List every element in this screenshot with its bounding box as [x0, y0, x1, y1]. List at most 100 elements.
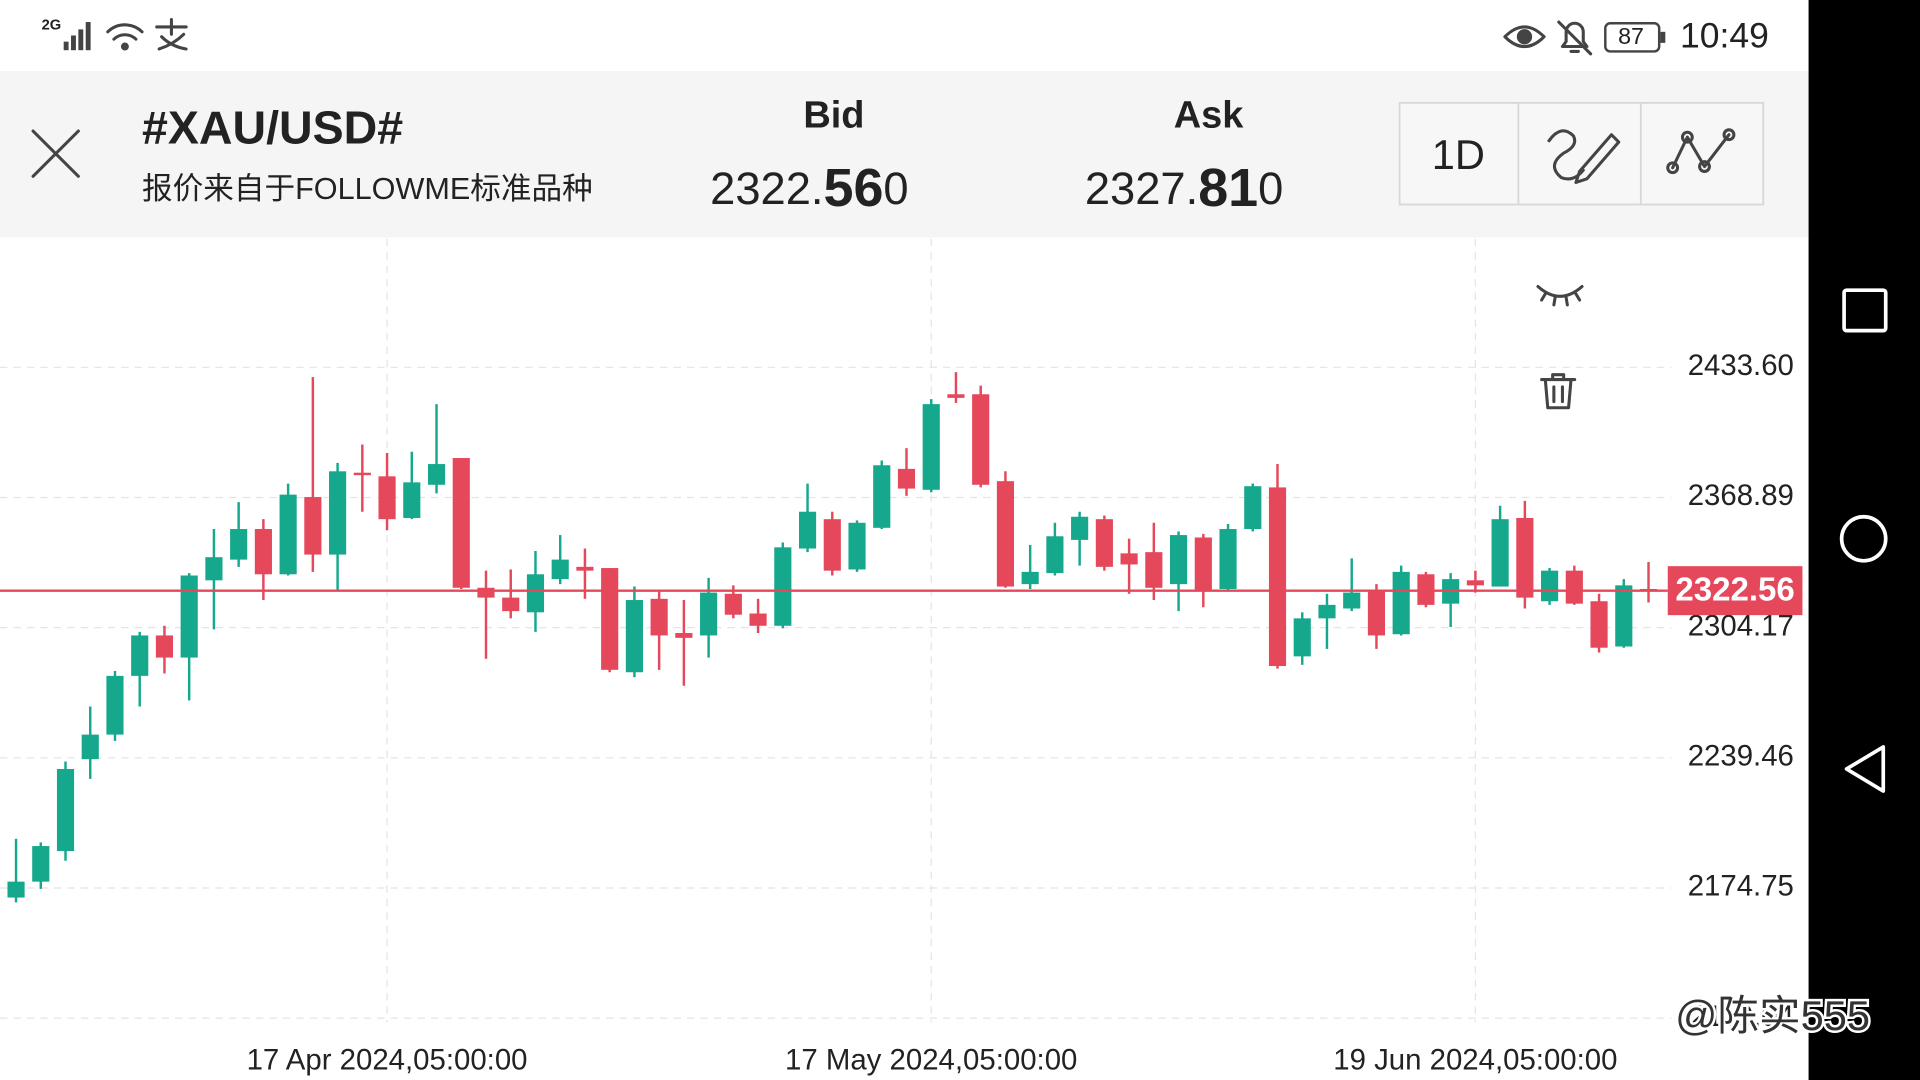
x-tick-label: 19 Jun 2024,05:00:00 [1333, 1043, 1617, 1076]
close-button[interactable] [31, 129, 80, 178]
candle-body [650, 598, 668, 636]
candle-body [106, 675, 124, 735]
delete-button[interactable] [1540, 373, 1577, 410]
candle-body [972, 394, 990, 485]
battery-icon [1604, 22, 1661, 53]
y-tick-label: 2239.46 [1688, 740, 1794, 773]
candle-body [1071, 516, 1089, 540]
network-type: 2G [42, 18, 62, 34]
candle-body [502, 597, 520, 612]
timeframe-button[interactable]: 1D [1432, 131, 1485, 178]
candle-body [477, 587, 495, 598]
x-tick-label: 17 May 2024,05:00:00 [785, 1043, 1077, 1076]
candle-body [1170, 535, 1188, 585]
candle-body [378, 476, 396, 520]
candle-body [749, 613, 767, 626]
mute-icon [1557, 20, 1593, 56]
candle-body [1392, 571, 1410, 635]
y-tick-label: 2433.60 [1688, 349, 1794, 382]
y-tick-label: 2368.89 [1688, 479, 1794, 512]
back-button[interactable] [1844, 745, 1886, 793]
candle-body [1565, 570, 1583, 604]
candle-body [1120, 553, 1138, 565]
candle-body [1021, 571, 1039, 585]
candle-body [1293, 618, 1311, 657]
toolbar [1398, 101, 1765, 206]
candle-body [1615, 585, 1633, 647]
candle-body [32, 846, 50, 882]
y-tick-label: 2110.04 [1690, 1000, 1794, 1033]
candle-body [1541, 570, 1559, 602]
indicator-button[interactable] [1666, 128, 1736, 175]
ask-label: Ask [1174, 95, 1244, 137]
candle-body [205, 557, 223, 581]
candle-body [353, 472, 371, 476]
price-label-box [1667, 566, 1803, 616]
chart: 17 Apr 2024,05:00:00 17 May 2024,05:00:00… [0, 238, 1803, 1076]
draw-button[interactable] [1547, 129, 1621, 184]
candle-body [155, 635, 174, 658]
candle-body [798, 511, 817, 549]
candle-body [304, 497, 322, 555]
candle-body [81, 734, 99, 760]
signal-icon [63, 22, 91, 51]
candle-body [403, 482, 421, 518]
candle-body [848, 522, 866, 570]
candle-body [1590, 601, 1608, 648]
candle-body [279, 494, 297, 575]
candle-body [551, 559, 569, 580]
candle-body [1268, 487, 1287, 667]
y-tick-label: 2174.75 [1688, 870, 1794, 903]
candle-body [1046, 536, 1064, 574]
candle-body [601, 568, 619, 670]
battery-tip [1660, 31, 1666, 43]
home-button[interactable] [1839, 514, 1888, 563]
candle-body [131, 635, 149, 676]
candle-body [1244, 486, 1262, 530]
candle-body [675, 633, 693, 638]
candle-body [7, 881, 25, 898]
nav-bar [1808, 0, 1920, 1080]
candle-body [526, 574, 545, 613]
candle-body [947, 394, 965, 398]
candle-body [56, 769, 75, 852]
candle-body [774, 547, 792, 626]
candle-body [576, 566, 594, 571]
candle-body [897, 468, 916, 489]
candle-body [700, 592, 718, 636]
candle-body [724, 593, 742, 615]
candle-body [427, 464, 446, 485]
candle-body [1343, 592, 1361, 609]
bid-label: Bid [803, 95, 864, 137]
watermark: @陈实555 [1675, 992, 1870, 1039]
candle-body [873, 465, 891, 528]
bid-price: 2322.560 [710, 158, 908, 218]
price-label: 2322.56 [1675, 572, 1794, 609]
candle-body [1516, 517, 1534, 598]
wifi-icon [106, 23, 144, 51]
symbol-subtitle: 报价来自于FOLLOWME标准品种 [142, 172, 593, 206]
candle-body [1145, 552, 1163, 588]
candle-body [1367, 590, 1386, 636]
candle-body [254, 529, 272, 575]
candle-body [922, 404, 940, 490]
hide-button[interactable] [1536, 285, 1584, 307]
ask-price: 2327.810 [1085, 158, 1283, 218]
clock: 10:49 [1680, 15, 1769, 55]
candle-body [1194, 537, 1212, 591]
status-bar [0, 0, 1809, 72]
battery-level: 87 [1618, 23, 1644, 49]
eye-icon [1503, 25, 1546, 49]
candle-body [996, 481, 1014, 587]
candle-body [329, 471, 347, 555]
candle-body [452, 458, 470, 588]
candle-body [230, 529, 248, 560]
candle-body [625, 600, 643, 673]
candle-body [1219, 529, 1237, 589]
candle-body [1491, 519, 1509, 587]
alipay-icon [155, 18, 188, 51]
recent-apps-button[interactable] [1842, 288, 1888, 333]
candle-body [180, 575, 198, 658]
